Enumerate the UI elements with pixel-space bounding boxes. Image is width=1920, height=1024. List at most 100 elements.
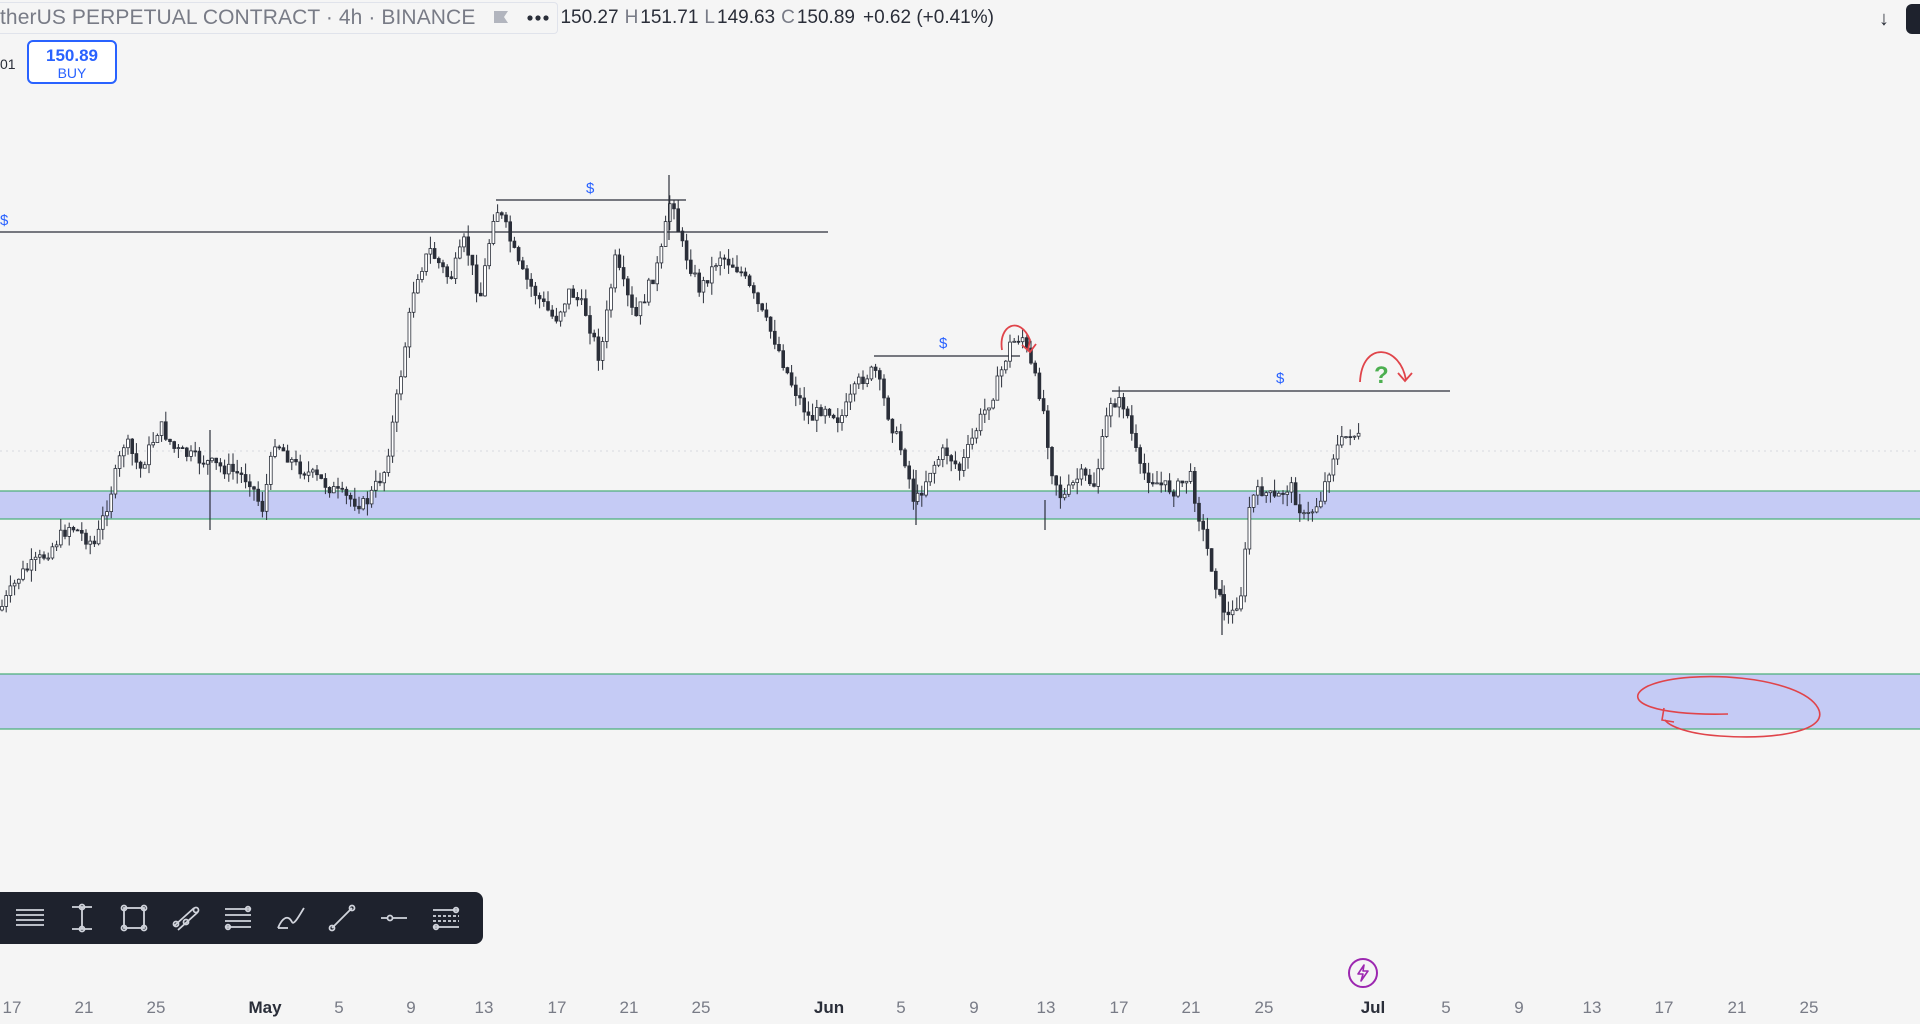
rectangle-icon[interactable] [108, 892, 160, 944]
candle-body [781, 350, 785, 369]
candle-body [1121, 397, 1126, 410]
time-axis-month-label: Jun [813, 998, 845, 1017]
close-value: 150.89 [796, 7, 855, 28]
candle-body [273, 446, 277, 457]
candle-body [1092, 483, 1096, 487]
fib-retracement-icon[interactable] [212, 892, 264, 944]
candle-body [592, 332, 596, 338]
candle-body [1302, 512, 1306, 515]
candle-body [399, 376, 403, 395]
question-arrow-drawing [1359, 351, 1407, 383]
candle-body [903, 449, 907, 467]
candle-body [659, 246, 664, 264]
fullscreen-button[interactable] [1906, 4, 1920, 34]
candle-body [810, 414, 815, 421]
candle-body [1314, 506, 1319, 513]
candle-body [865, 378, 869, 384]
candle-body [1222, 594, 1227, 613]
time-axis-day-label: 5 [1441, 998, 1451, 1017]
candle-body [1029, 347, 1033, 364]
candle-body [962, 457, 966, 471]
candle-body [1004, 360, 1008, 371]
candle-body [1008, 341, 1012, 362]
more-dots-icon[interactable] [525, 8, 551, 28]
candle-body [1125, 408, 1130, 417]
candle-body [1319, 500, 1323, 508]
candle-body [495, 212, 500, 222]
candle-body [205, 460, 210, 465]
sweep-arrow-head [1021, 343, 1037, 354]
fib-levels-icon[interactable] [420, 892, 472, 944]
high-key: H [624, 7, 639, 28]
candle-body [995, 375, 1000, 401]
candle-body [932, 464, 937, 474]
flag-icon[interactable] [491, 8, 511, 28]
candle-body [1071, 482, 1075, 486]
candle-body [798, 395, 802, 399]
candle-body [890, 418, 895, 434]
candle-body [340, 487, 344, 490]
candle-body [420, 270, 424, 280]
horizontal-lines-icon[interactable] [4, 892, 56, 944]
lightning-icon[interactable] [1348, 958, 1378, 988]
candle-body [672, 203, 676, 210]
brush-icon[interactable] [264, 892, 316, 944]
candle-body [563, 303, 567, 313]
candle-body [365, 498, 370, 505]
trend-line-icon[interactable] [316, 892, 368, 944]
candle-body [1146, 472, 1151, 484]
candle-body [1356, 432, 1361, 437]
candle-body [655, 262, 659, 285]
candle-body [54, 544, 59, 548]
candle-body [323, 478, 328, 488]
arrow-down-icon[interactable]: ↓ [1879, 7, 1889, 30]
candle-body [436, 258, 441, 264]
time-axis-day-label: 17 [547, 998, 567, 1017]
candle-body [710, 266, 714, 284]
candle-body [42, 554, 46, 559]
candle-body [411, 292, 416, 313]
symbol-box[interactable]: therUS PERPETUAL CONTRACT · 4h · BINANCE [0, 2, 559, 34]
candle-body [588, 315, 592, 334]
candle-body [29, 559, 34, 571]
candle-body [1109, 403, 1113, 417]
candle-body [210, 457, 214, 462]
horizontal-ray-icon[interactable] [368, 892, 420, 944]
symbol-title[interactable]: therUS PERPETUAL CONTRACT · 4h · BINANCE [0, 6, 476, 29]
candle-body [67, 527, 72, 537]
candle-body [126, 438, 130, 449]
candle-body [605, 309, 609, 342]
candle-body [516, 247, 521, 262]
candle-body [1050, 446, 1054, 477]
candle-body [147, 444, 151, 466]
candle-body [1348, 436, 1353, 439]
time-axis-day-label: 9 [1514, 998, 1524, 1017]
candle-body [936, 459, 941, 466]
candle-body [222, 465, 227, 475]
candle-body [336, 486, 340, 489]
candle-body [1163, 480, 1168, 486]
candle-body [680, 230, 685, 242]
candle-body [138, 461, 143, 469]
candle-body [1272, 490, 1277, 497]
candle-body [1113, 403, 1117, 408]
candle-body [978, 413, 983, 432]
candle-body [1159, 482, 1164, 486]
candle-body [96, 528, 101, 545]
high-value: 151.71 [640, 7, 699, 28]
candle-body [752, 285, 756, 294]
candle-body [277, 446, 281, 449]
candle-body [449, 276, 454, 279]
candle-body [1088, 474, 1092, 485]
buy-button[interactable]: 150.89 BUY [27, 40, 117, 84]
candle-body [756, 292, 760, 305]
vertical-range-icon[interactable] [56, 892, 108, 944]
time-axis-day-label: 25 [691, 998, 711, 1017]
candle-body [1298, 504, 1302, 514]
candle-body [1260, 486, 1264, 497]
candle-body [197, 450, 202, 464]
parallel-channel-icon[interactable] [160, 892, 212, 944]
candle-body [953, 460, 958, 465]
